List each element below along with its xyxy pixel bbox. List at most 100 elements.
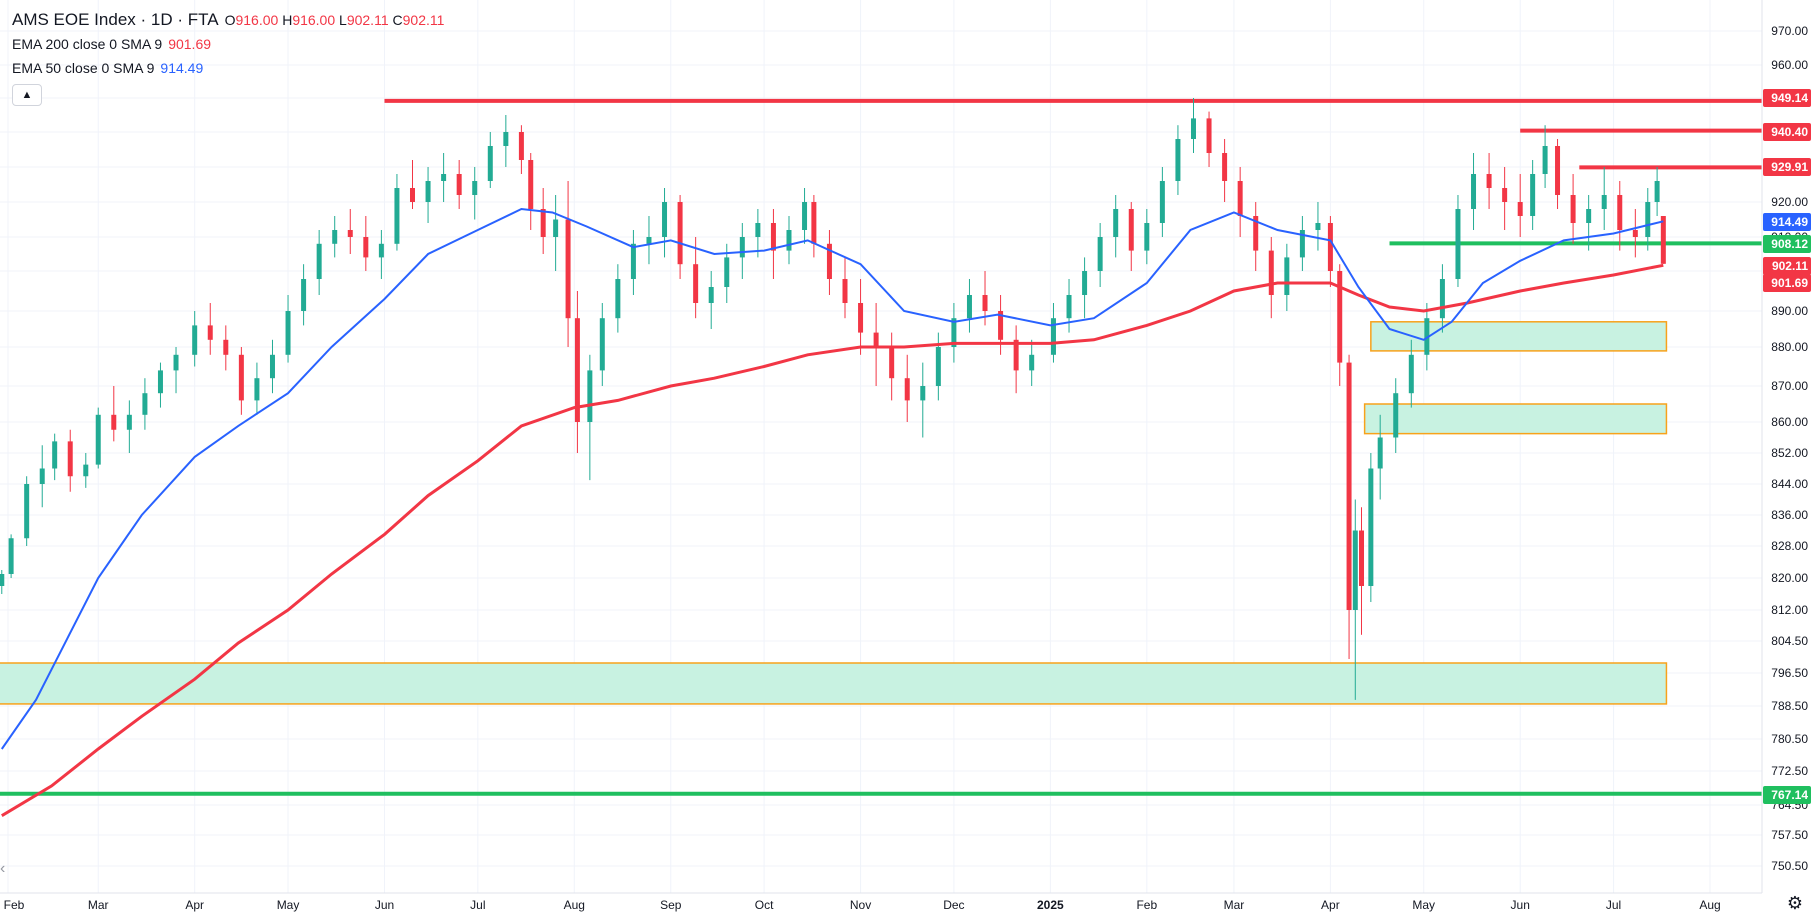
price-tick-label: 772.50 bbox=[1771, 764, 1808, 778]
candle-body bbox=[1113, 209, 1119, 237]
candle-body bbox=[0, 574, 5, 586]
candle-body bbox=[1268, 250, 1274, 295]
candle-body bbox=[1190, 118, 1196, 139]
time-tick-label: Jun bbox=[375, 898, 394, 912]
collapse-legend-button[interactable]: ▲ bbox=[12, 84, 42, 106]
symbol-title[interactable]: AMS EOE Index · 1D · FTA bbox=[12, 10, 219, 29]
candle-body bbox=[873, 332, 879, 347]
candle-body bbox=[1050, 318, 1056, 355]
candle-body bbox=[269, 354, 275, 379]
candle-body bbox=[456, 174, 462, 195]
candle-body bbox=[889, 347, 895, 379]
price-tick-label: 757.50 bbox=[1771, 828, 1808, 842]
time-tick-label: Apr bbox=[1321, 898, 1340, 912]
price-label-text: 901.69 bbox=[1771, 276, 1808, 290]
price-label-text: 914.49 bbox=[1771, 215, 1808, 229]
price-label-badge bbox=[1763, 123, 1811, 141]
candle-body bbox=[935, 347, 941, 386]
price-tick-label: 844.00 bbox=[1771, 477, 1808, 491]
candle-body bbox=[553, 219, 559, 237]
candle-body bbox=[1393, 393, 1399, 438]
candle-body bbox=[1359, 530, 1365, 586]
gear-icon[interactable]: ⚙ bbox=[1786, 893, 1803, 913]
candle-body bbox=[811, 202, 817, 244]
candle-body bbox=[755, 223, 761, 237]
candle-body bbox=[982, 295, 988, 311]
price-tick-label: 970.00 bbox=[1771, 24, 1808, 38]
candle-body bbox=[223, 339, 229, 355]
time-tick-label: Nov bbox=[850, 898, 871, 912]
candle-body bbox=[1097, 237, 1103, 271]
candle-body bbox=[1253, 216, 1259, 251]
candle-body bbox=[1082, 271, 1088, 295]
price-label-badge bbox=[1763, 235, 1811, 253]
demand-zone bbox=[1363, 403, 1668, 435]
price-label-text: 908.12 bbox=[1771, 237, 1808, 251]
ema50-legend[interactable]: EMA 50 close 0 SMA 9 914.49 bbox=[12, 56, 444, 80]
time-axis: Feb Mar Apr May Jun Jul Aug Sep Oct Nov Dec 2025 Feb… bbox=[4, 898, 1721, 912]
candle-body bbox=[472, 181, 478, 195]
candle-body bbox=[441, 174, 447, 181]
time-tick-label: Aug bbox=[1699, 898, 1720, 912]
ohlc-values: O916.00 H916.00 L902.11 C902.11 bbox=[225, 12, 445, 28]
price-label-badge bbox=[1763, 213, 1811, 231]
candle-body bbox=[157, 370, 163, 394]
chevron-left-icon[interactable]: ‹ bbox=[0, 860, 6, 877]
time-tick-label: Aug bbox=[564, 898, 585, 912]
price-tick-label: 788.50 bbox=[1771, 699, 1808, 713]
candle-body bbox=[599, 318, 605, 371]
candle-body bbox=[503, 132, 509, 146]
open-label: O bbox=[224, 12, 236, 28]
candle-body bbox=[24, 484, 30, 539]
high-value: 916.00 bbox=[292, 12, 336, 28]
time-tick-label: Jun bbox=[1511, 898, 1530, 912]
time-tick-label: 2025 bbox=[1037, 898, 1064, 912]
candle-body bbox=[826, 243, 832, 279]
candle-body bbox=[677, 202, 683, 265]
candles bbox=[0, 98, 1666, 700]
candle-body bbox=[1471, 174, 1477, 209]
time-tick-label: Jul bbox=[1606, 898, 1621, 912]
price-tick-label: 820.00 bbox=[1771, 571, 1808, 585]
candle-body bbox=[1654, 181, 1660, 202]
ema200-legend[interactable]: EMA 200 close 0 SMA 9 901.69 bbox=[12, 32, 444, 56]
price-tick-label: 828.00 bbox=[1771, 539, 1808, 553]
ema200-label: EMA 200 close 0 SMA 9 bbox=[12, 36, 163, 52]
candle-body bbox=[238, 354, 244, 401]
candle-body bbox=[332, 230, 338, 244]
candle-body bbox=[1601, 195, 1607, 209]
candle-body bbox=[1408, 354, 1414, 394]
candle-body bbox=[83, 464, 89, 477]
candle-body bbox=[1455, 209, 1461, 279]
candle-body bbox=[173, 354, 179, 371]
price-label-text: 767.14 bbox=[1771, 788, 1808, 802]
candle-body bbox=[540, 209, 546, 237]
candle-body bbox=[646, 237, 652, 244]
candle-body bbox=[1066, 295, 1072, 319]
candle-body bbox=[301, 279, 307, 311]
candle-body bbox=[111, 414, 117, 430]
candle-body bbox=[487, 146, 493, 181]
candle-body bbox=[1502, 188, 1508, 202]
candle-body bbox=[1222, 153, 1228, 181]
price-tick-label: 890.00 bbox=[1771, 304, 1808, 318]
time-tick-label: Dec bbox=[943, 898, 964, 912]
candle-body bbox=[1346, 362, 1352, 610]
time-tick-label: Oct bbox=[755, 898, 774, 912]
candle-body bbox=[409, 188, 415, 202]
candle-body bbox=[254, 378, 260, 401]
candle-body bbox=[858, 303, 864, 333]
ema50-value: 914.49 bbox=[160, 60, 204, 76]
candle-body bbox=[1128, 209, 1134, 251]
time-tick-label: Feb bbox=[4, 898, 25, 912]
candle-body bbox=[378, 243, 384, 258]
candle-body bbox=[1517, 202, 1523, 216]
candle-body bbox=[1377, 437, 1383, 469]
symbol-row: AMS EOE Index · 1D · FTA O916.00 H916.00… bbox=[12, 8, 444, 32]
candle-body bbox=[1660, 216, 1666, 264]
price-tick-label: 960.00 bbox=[1771, 58, 1808, 72]
ema200-value: 901.69 bbox=[168, 36, 212, 52]
candle-body bbox=[1206, 118, 1212, 153]
candle-body bbox=[1284, 257, 1290, 295]
